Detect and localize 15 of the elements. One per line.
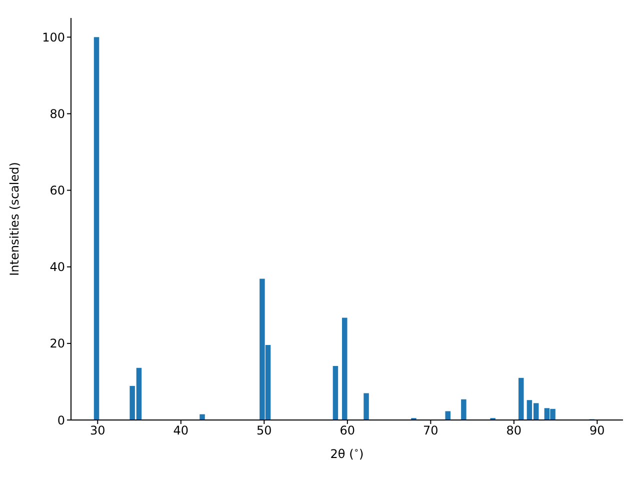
y-tick-label: 80 (50, 106, 65, 121)
x-tick-label: 80 (506, 424, 522, 438)
y-tick-label: 60 (50, 184, 65, 198)
y-tick-label: 40 (50, 260, 65, 274)
x-tick-label: 40 (173, 424, 189, 438)
x-tick-label: 60 (340, 424, 356, 438)
x-tick-label: 90 (590, 424, 605, 438)
y-tick-label: 100 (42, 30, 65, 44)
x-tick-label: 50 (256, 424, 272, 438)
y-axis-title: Intensities (scaled) (7, 162, 22, 276)
x-tick-label: 70 (423, 424, 438, 438)
y-tick-label: 0 (57, 413, 65, 428)
x-tick-label: 30 (90, 424, 106, 438)
x-axis-title: 2θ ($^{∘}$) (330, 445, 364, 461)
y-tick-label: 20 (50, 336, 65, 351)
